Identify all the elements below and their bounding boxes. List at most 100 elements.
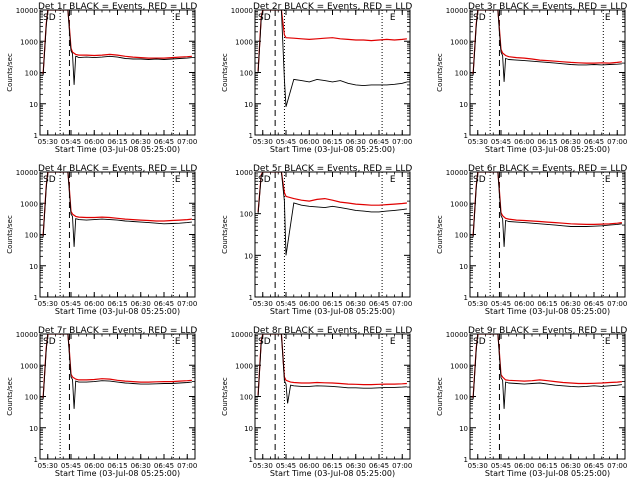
y-tick-label: 1 [249, 456, 253, 464]
x-tick-label: 05:45 [491, 138, 511, 146]
annotation-sd: SD [43, 13, 56, 23]
annotation-e: E [175, 175, 181, 185]
x-tick-label: 06:45 [584, 138, 604, 146]
chart-title: Det 1r BLACK = Events, RED = LLD [38, 2, 197, 12]
annotation-e: E [390, 337, 396, 347]
x-tick-label: 06:30 [346, 462, 366, 470]
chart-title: Det 3r BLACK = Events, RED = LLD [468, 2, 627, 12]
x-tick-label: 06:15 [107, 462, 127, 470]
annotation-sd: SD [473, 337, 486, 347]
annotation-sd: SD [258, 175, 271, 185]
x-axis-label: Start Time (03-Jul-08 05:25:00) [270, 307, 395, 316]
x-tick-label: 06:30 [131, 300, 151, 308]
x-tick-label: 06:45 [584, 462, 604, 470]
y-tick-label: 1000 [235, 362, 253, 370]
y-tick-label: 1 [34, 132, 38, 140]
y-tick-label: 1000 [450, 200, 468, 208]
series-line-lld [42, 334, 192, 398]
x-tick-label: 07:00 [607, 300, 627, 308]
chart-panel-1: Det 1r BLACK = Events, RED = LLD 1 10 100 10… [6, 2, 197, 154]
x-tick-label: 05:45 [491, 300, 511, 308]
x-tick-label: 06:00 [84, 138, 104, 146]
chart-panel-8: Det 8r BLACK = Events, RED = LLD 1 10 100 10… [221, 326, 412, 478]
x-tick-label: 07:00 [177, 138, 197, 146]
x-tick-label: 06:30 [561, 300, 581, 308]
x-tick-label: 05:30 [38, 462, 58, 470]
series-line-events [257, 172, 407, 256]
series-line-events [42, 334, 192, 409]
y-axis-label: Counts/sec [6, 377, 14, 416]
x-tick-label: 06:45 [369, 462, 389, 470]
plot-content [257, 334, 407, 459]
x-tick-label: 07:00 [177, 462, 197, 470]
x-tick-label: 06:30 [131, 138, 151, 146]
y-tick-label: 1 [34, 294, 38, 302]
series-line-lld [472, 334, 622, 398]
x-tick-label: 05:45 [61, 138, 81, 146]
series-line-events [257, 10, 408, 107]
annotation-e: E [175, 337, 181, 347]
x-tick-label: 06:30 [346, 300, 366, 308]
x-tick-label: 06:00 [514, 462, 534, 470]
annotation-sd: SD [473, 13, 486, 23]
y-tick-label: 1000 [20, 38, 38, 46]
x-tick-label: 06:15 [322, 300, 342, 308]
series-line-lld [472, 10, 622, 74]
x-tick-label: 06:15 [107, 138, 127, 146]
x-tick-label: 06:45 [154, 462, 174, 470]
x-tick-label: 05:45 [61, 462, 81, 470]
series-line-events [42, 10, 192, 85]
y-tick-label: 10000 [231, 331, 253, 339]
plot-content [472, 10, 622, 135]
y-axis-label: Counts/sec [6, 215, 14, 254]
series-line-events [42, 172, 192, 247]
x-tick-label: 05:30 [468, 300, 488, 308]
plot-frame [39, 333, 196, 460]
y-tick-label: 10000 [446, 7, 468, 15]
y-axis-label: Counts/sec [221, 53, 229, 92]
x-tick-label: 06:45 [369, 300, 389, 308]
x-tick-label: 05:30 [253, 138, 273, 146]
x-axis-label: Start Time (03-Jul-08 05:25:00) [485, 307, 610, 316]
annotation-e: E [605, 337, 611, 347]
y-tick-label: 1000 [450, 38, 468, 46]
y-tick-label: 100 [455, 70, 468, 78]
y-tick-label: 10 [29, 101, 38, 109]
chart-title: Det 8r BLACK = Events, RED = LLD [253, 326, 412, 336]
x-tick-label: 07:00 [177, 300, 197, 308]
x-tick-label: 06:15 [107, 300, 127, 308]
x-axis-label: Start Time (03-Jul-08 05:25:00) [485, 469, 610, 478]
x-tick-label: 07:00 [392, 462, 412, 470]
x-tick-label: 06:45 [369, 138, 389, 146]
series-line-lld [42, 10, 192, 74]
chart-panel-2: Det 2r BLACK = Events, RED = LLD 1 10 100 10… [221, 2, 412, 154]
x-tick-label: 05:45 [276, 462, 296, 470]
x-tick-label: 05:45 [61, 300, 81, 308]
x-tick-label: 06:00 [299, 300, 319, 308]
x-tick-label: 05:30 [38, 300, 58, 308]
series-line-events [257, 334, 407, 404]
x-axis-label: Start Time (03-Jul-08 05:25:00) [55, 469, 180, 478]
y-tick-label: 10 [244, 425, 253, 433]
annotation-sd: SD [258, 13, 271, 23]
x-tick-label: 05:45 [276, 138, 296, 146]
plot-content [472, 334, 622, 459]
annotation-e: E [605, 175, 611, 185]
chart-title: Det 2r BLACK = Events, RED = LLD [253, 2, 412, 12]
chart-panel-6: Det 6r BLACK = Events, RED = LLD 1 10 100 10… [436, 164, 627, 316]
x-tick-label: 06:00 [84, 300, 104, 308]
annotation-sd: SD [43, 175, 56, 185]
x-tick-label: 05:45 [276, 300, 296, 308]
y-tick-label: 100 [25, 70, 38, 78]
plot-frame [254, 171, 411, 298]
plot-frame [39, 9, 196, 136]
x-tick-label: 06:15 [537, 138, 557, 146]
y-axis-label: Counts/sec [436, 215, 444, 254]
chart-panel-3: Det 3r BLACK = Events, RED = LLD 1 10 100 10… [436, 2, 627, 154]
y-tick-label: 10000 [16, 169, 38, 177]
annotation-sd: SD [43, 337, 56, 347]
y-tick-label: 100 [455, 394, 468, 402]
x-axis-label: Start Time (03-Jul-08 05:25:00) [270, 145, 395, 154]
plot-frame [469, 9, 626, 136]
